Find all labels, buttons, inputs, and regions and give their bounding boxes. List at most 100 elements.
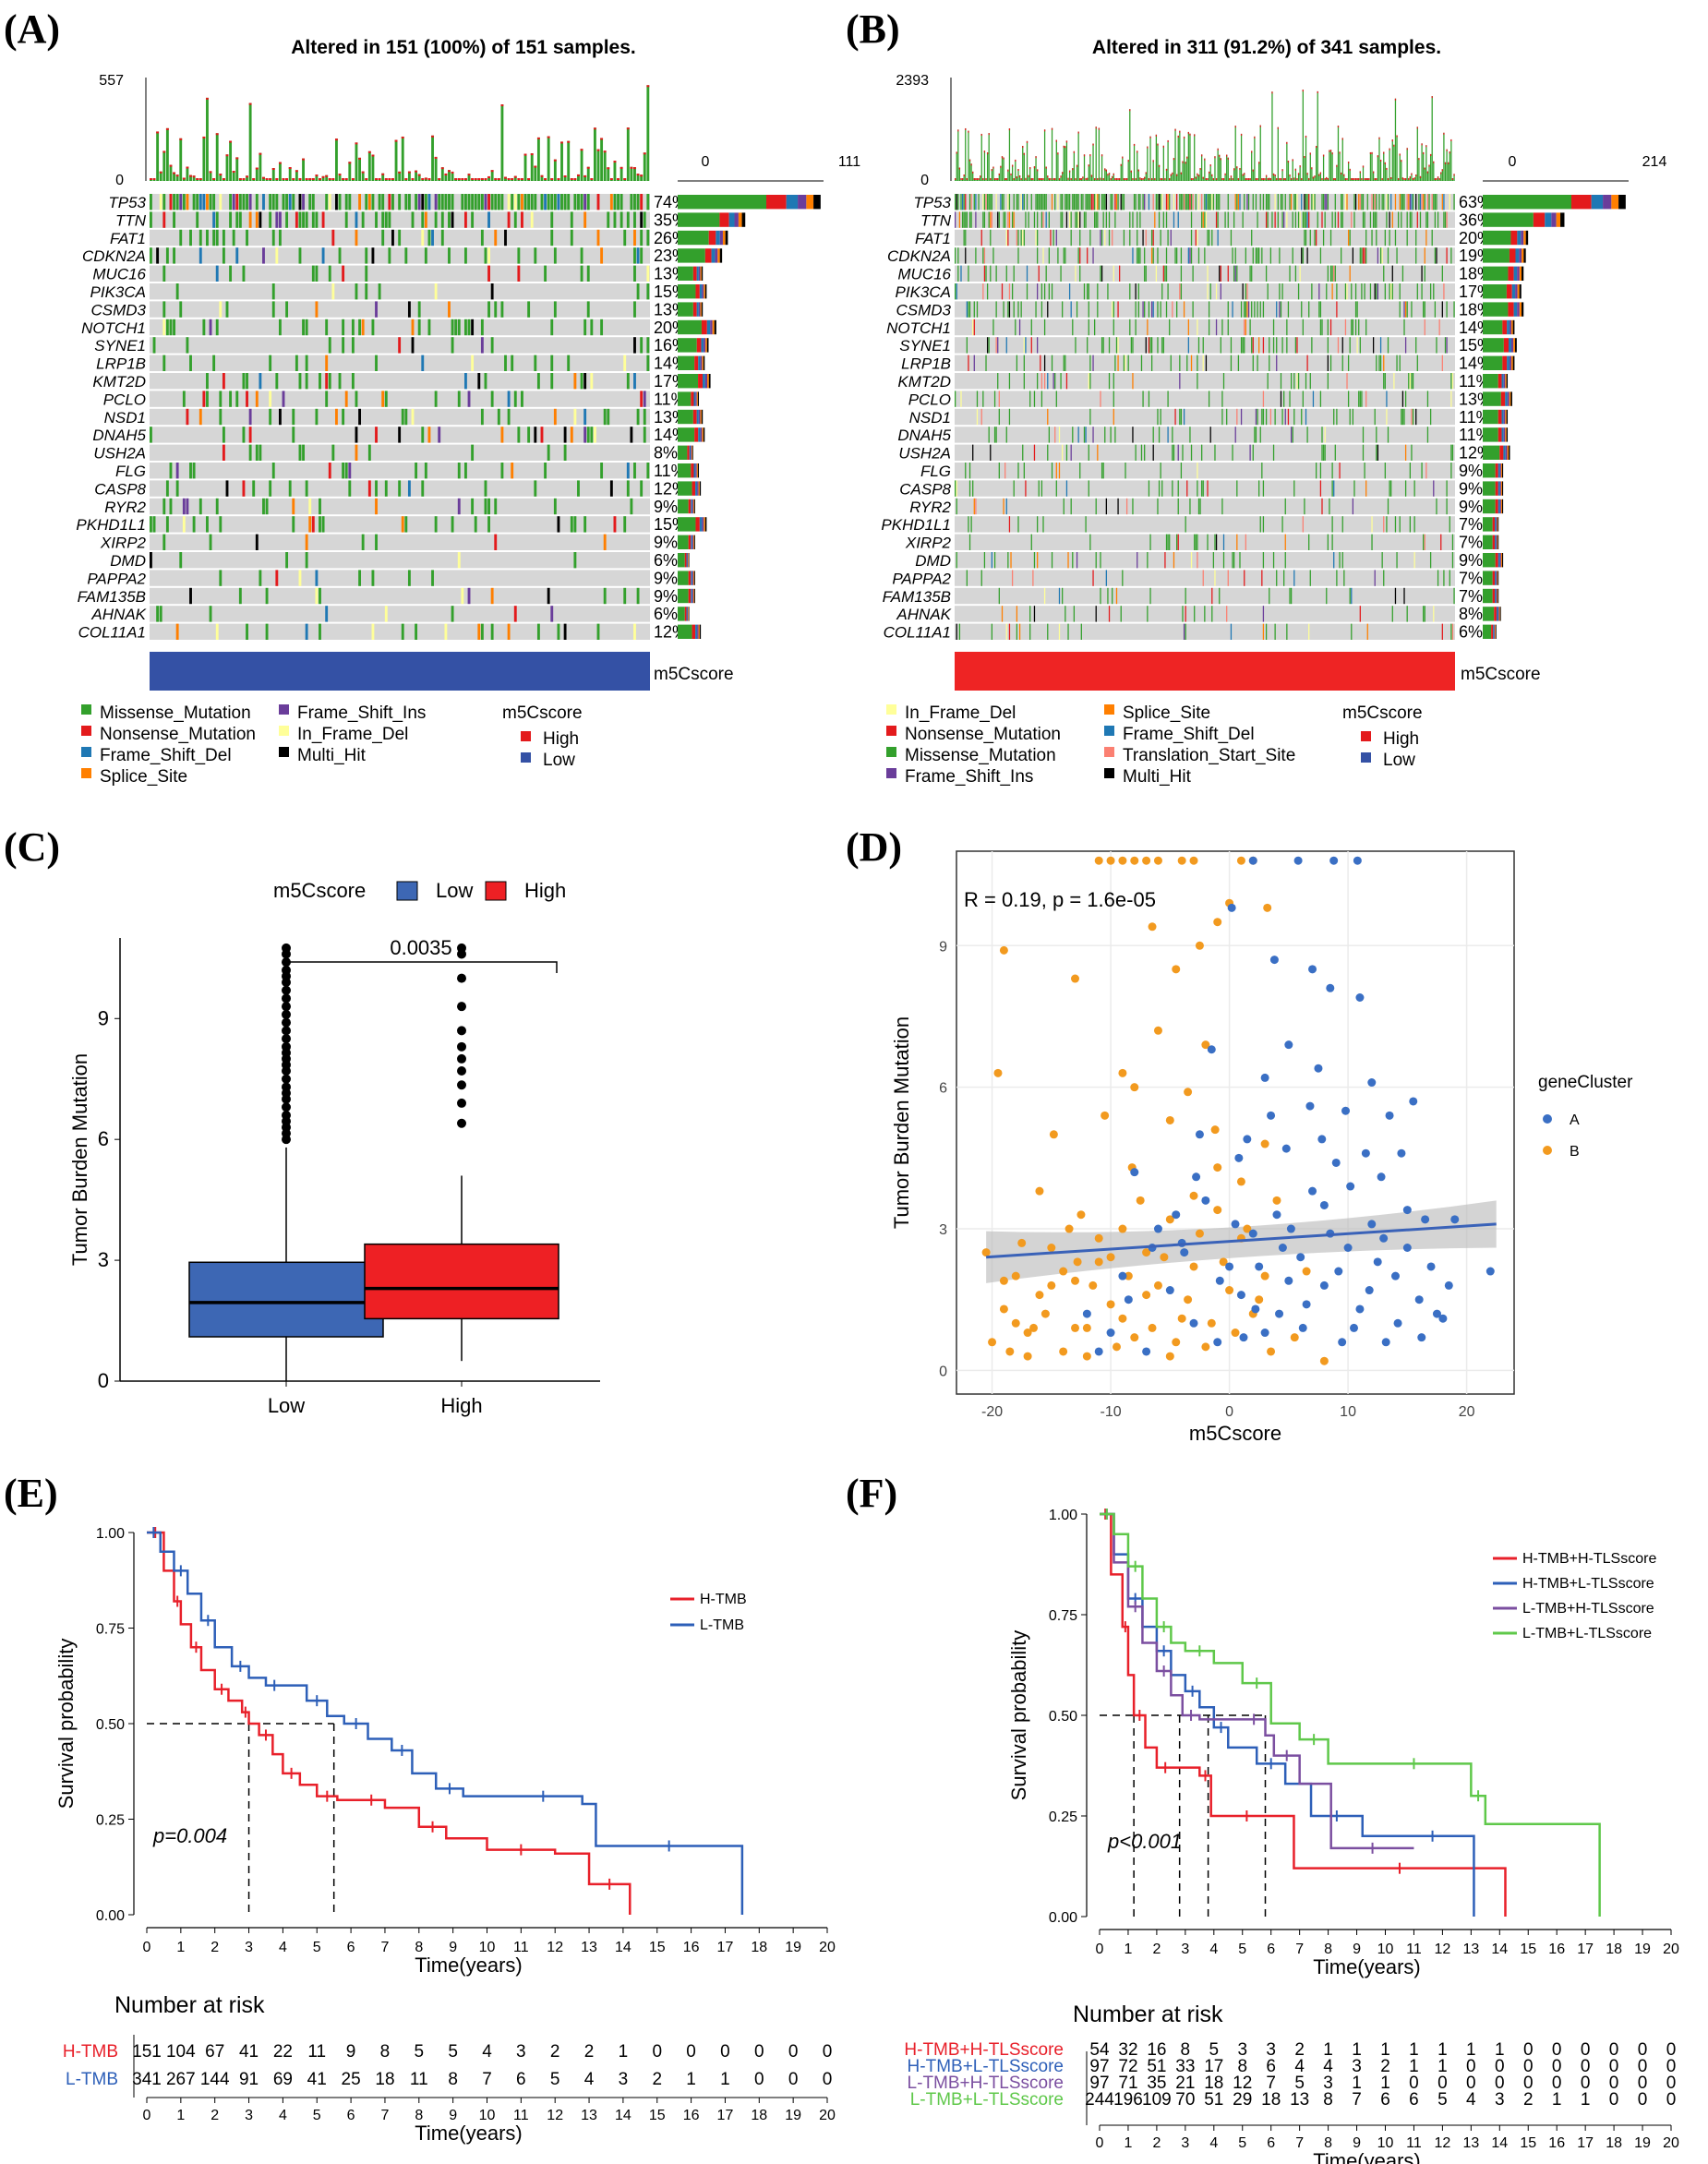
tmb-bar-cap: [1289, 174, 1291, 177]
mutation-cell: [371, 247, 375, 264]
mutation-cell: [315, 211, 319, 228]
mutation-cell: [1040, 391, 1043, 407]
mutation-cell: [1020, 301, 1022, 318]
mutation-cell: [1205, 355, 1208, 371]
mutation-cell: [993, 427, 996, 443]
mutation-cell: [1287, 408, 1290, 426]
tmb-bar: [206, 97, 209, 181]
tmb-bar-cap: [1316, 146, 1317, 149]
mutation-cell: [990, 444, 992, 461]
mutation-cell: [1293, 373, 1295, 390]
outlier-point: [282, 1082, 291, 1092]
mutation-cell: [1398, 211, 1400, 228]
mutation-cell: [1147, 319, 1149, 336]
mutation-cell: [1411, 373, 1413, 390]
tmb-bar-cap: [265, 178, 269, 180]
mutation-cell: [1415, 194, 1417, 210]
mutation-cell: [550, 355, 554, 371]
legend-label: L-TMB: [700, 1617, 744, 1633]
risk-value: 1: [1495, 2040, 1505, 2060]
mutation-cell: [1308, 211, 1310, 228]
mutation-cell: [1236, 534, 1238, 550]
tmb-bar: [1035, 156, 1037, 181]
mutation-cell: [388, 211, 391, 228]
mutation-cell: [186, 498, 189, 515]
tmb-bar-cap: [398, 171, 402, 174]
mutation-cell: [963, 194, 965, 210]
tmb-bar: [1029, 167, 1031, 181]
tmb-bar-cap: [1114, 178, 1116, 180]
point-b: [1153, 856, 1162, 865]
mutation-cell: [448, 211, 451, 228]
x-tick-label: 15: [649, 1940, 666, 1955]
point-a: [1201, 1196, 1210, 1205]
mutation-cell: [1354, 194, 1357, 210]
gene-bar-segment: [1483, 374, 1498, 389]
mutation-cell: [1079, 463, 1081, 479]
tmb-bar-cap: [1057, 152, 1059, 155]
gene-bar-segment: [1498, 427, 1502, 442]
tmb-bar: [1073, 150, 1076, 181]
tmb-bar: [1450, 138, 1452, 181]
mutation-cell: [371, 623, 375, 640]
mutation-cell: [1100, 587, 1101, 605]
legend-swatch-high: [485, 881, 507, 901]
mutation-cell: [1374, 211, 1376, 228]
mutation-cell: [206, 194, 209, 210]
risk-value: 2: [584, 2042, 595, 2062]
mutation-cell: [1114, 427, 1116, 443]
tmb-bar: [1233, 168, 1235, 181]
mutation-cell: [1037, 373, 1039, 390]
point-a: [1239, 1333, 1248, 1342]
mutation-cell: [630, 194, 633, 210]
mutation-cell: [1062, 301, 1064, 318]
mutation-cell: [1259, 427, 1261, 443]
tmb-bar-cap: [1221, 178, 1223, 180]
mutation-cell: [1112, 229, 1113, 246]
mutation-cell: [643, 211, 646, 228]
gene-label: COL11A1: [884, 624, 951, 642]
mutation-cell: [411, 337, 415, 354]
mutation-cell: [319, 498, 321, 515]
mutation-cell: [1104, 194, 1106, 210]
tmb-bar: [1022, 146, 1024, 181]
gene-bar-segment: [1503, 427, 1506, 442]
mutation-cell: [454, 319, 458, 336]
mutation-cell: [586, 194, 590, 210]
risk-value: 0: [1609, 2090, 1619, 2110]
tmb-bar-cap: [1164, 178, 1166, 180]
mutation-cell: [1202, 480, 1204, 497]
mutation-cell: [1449, 194, 1450, 210]
mutation-cell: [328, 194, 331, 210]
mutation-cell: [1162, 337, 1164, 354]
point-b: [1082, 1352, 1091, 1361]
mutation-cell: [179, 552, 183, 569]
gene-bar-segment: [699, 481, 702, 496]
mutation-cell: [361, 319, 365, 336]
mutation-cell: [1190, 229, 1193, 246]
point-a: [1296, 1253, 1305, 1262]
tmb-bar-cap: [1180, 172, 1183, 174]
risk-x-tick-label: 7: [380, 2108, 389, 2123]
mutation-cell: [338, 373, 342, 390]
mutation-cell: [1013, 480, 1015, 497]
annotation-bar: [150, 652, 650, 691]
gene-bar-segment: [692, 624, 696, 639]
mutation-cell: [490, 587, 494, 605]
mutation-cell: [1271, 211, 1273, 228]
tmb-bar-cap: [1390, 177, 1392, 180]
mutation-cell: [305, 319, 308, 336]
mutation-cell: [500, 463, 504, 479]
gene-bar-segment: [699, 624, 702, 639]
point-a: [1260, 1073, 1269, 1082]
mutation-cell: [547, 444, 550, 461]
tmb-bar: [1183, 136, 1185, 181]
mutation-cell: [457, 391, 461, 407]
mutation-cell: [1176, 247, 1178, 264]
gene-bar-segment: [701, 302, 704, 317]
tmb-bar-cap: [1199, 168, 1201, 171]
gene-bar-segment: [1483, 230, 1511, 246]
mutation-cell: [1258, 247, 1260, 264]
mutation-cell: [494, 534, 498, 550]
x-tick-label: 12: [547, 1940, 563, 1955]
